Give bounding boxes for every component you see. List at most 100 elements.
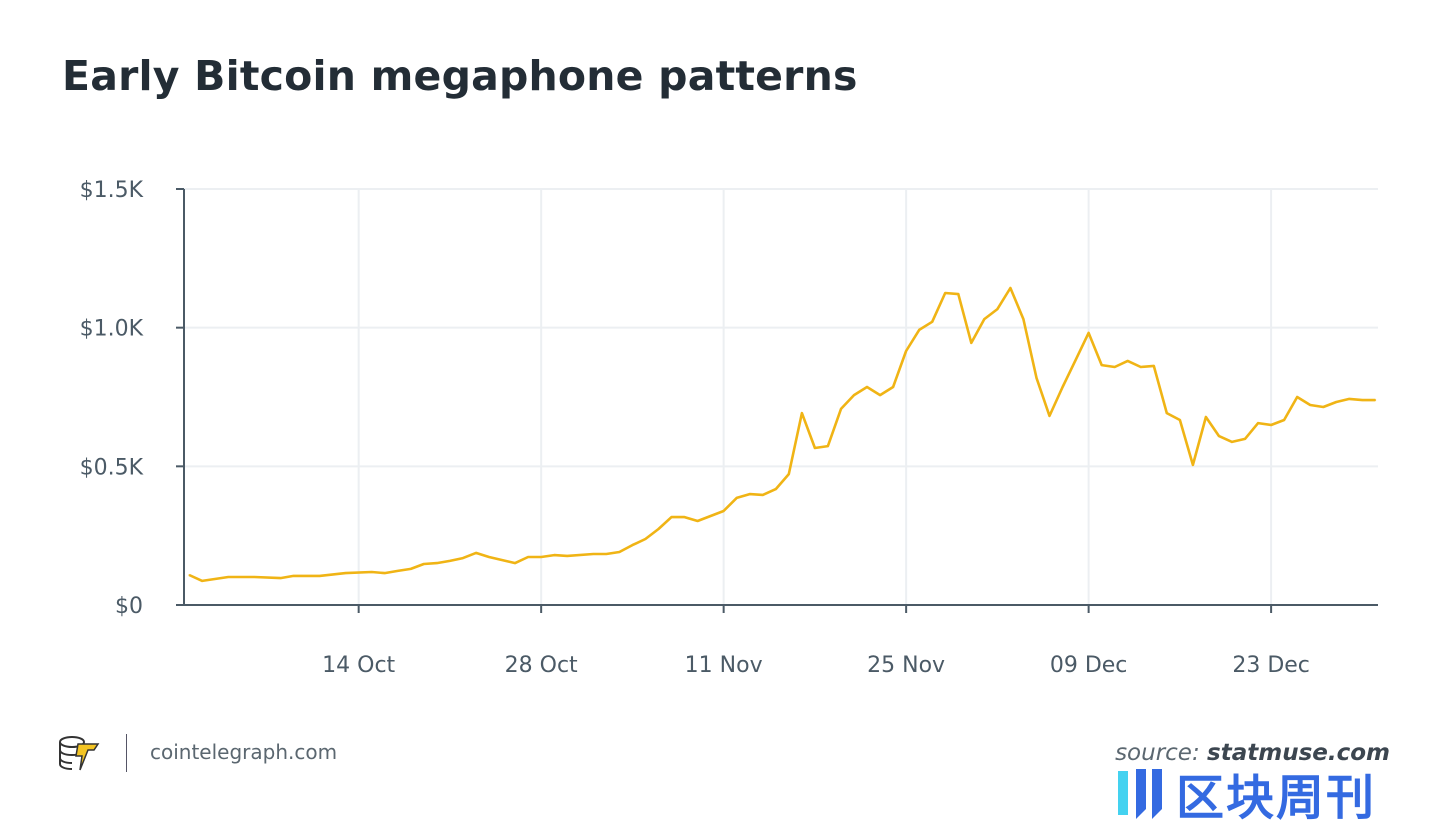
data-point [1166,412,1168,414]
y-tick-label: $0.5K [80,455,144,480]
data-point [840,408,842,410]
data-point [1231,441,1233,443]
data-point [696,520,699,522]
data-point [527,556,529,558]
x-tick-label: 25 Nov [867,653,945,678]
data-point [631,544,634,546]
footer-divider [126,734,127,772]
data-point [1361,399,1364,401]
data-point [566,555,569,557]
data-point [748,493,751,495]
data-point [227,576,230,578]
source-name: statmuse.com [1207,740,1390,766]
y-tick-label: $1.0K [80,317,144,342]
data-point [709,515,712,517]
data-point [540,556,542,558]
data-point [475,552,477,554]
data-point [1152,365,1155,367]
data-point [618,551,621,553]
data-point [788,473,790,475]
data-point [253,576,256,578]
data-point [944,292,947,294]
cointelegraph-logo-icon [58,734,104,779]
data-point [1009,287,1012,289]
data-point [1139,366,1142,368]
data-point [1074,359,1077,361]
data-point [774,488,777,490]
data-point [344,572,347,574]
x-tick-label: 11 Nov [685,653,763,678]
data-point [292,575,295,577]
data-point [918,329,920,331]
gridlines [184,188,1378,605]
x-tick-label: 23 Dec [1232,653,1310,678]
data-point [1218,435,1220,437]
data-point [853,394,855,396]
y-tick-label: $1.5K [80,178,144,203]
data-point [188,574,191,576]
data-point [957,293,960,295]
data-point [423,563,425,565]
data-point [761,494,764,496]
data-point [1087,332,1090,334]
axes [176,188,1378,613]
data-point [1283,419,1285,421]
price-line [188,286,1376,583]
data-point [905,350,907,352]
series [188,286,1377,583]
chart-title: Early Bitcoin megaphone patterns [62,52,858,100]
data-point [931,321,934,323]
x-tick-label: 09 Dec [1050,653,1128,678]
x-tick-label: 28 Oct [505,653,578,678]
data-point [996,308,999,310]
data-point [866,386,868,388]
data-point [553,554,555,556]
data-point [644,538,647,540]
data-point [983,318,986,320]
data-point [1179,419,1181,421]
data-point [279,577,282,579]
data-point [657,528,660,530]
data-point [396,570,399,572]
data-point [1100,364,1103,366]
data-point [1113,366,1116,368]
data-point [605,553,608,555]
tick-labels: $0 $0.5K $1.0K $1.5K 14 Oct 28 Oct 11 Nov 25 No… [80,178,1310,678]
data-point [1322,406,1325,408]
data-point [722,510,725,512]
data-point [1205,416,1207,418]
data-point [1022,318,1025,320]
data-point [1035,377,1038,379]
data-point [410,568,412,570]
data-point [370,571,373,573]
data-point [683,516,686,518]
data-point [514,562,516,564]
data-point [449,560,451,562]
data-point [1126,360,1129,362]
data-point [1335,401,1338,403]
data-point [827,445,829,447]
source-credit: source: statmuse.com [1115,740,1390,766]
data-point [879,394,881,396]
data-point [814,447,816,449]
data-point [670,516,673,518]
data-point [1048,415,1051,417]
watermark: 区块周刊 [1112,758,1376,828]
y-tick-label: $0 [115,594,143,619]
data-point [735,497,738,499]
data-point [592,553,595,555]
source-prefix: source: [1115,740,1200,766]
data-point [1348,398,1351,400]
data-point [1270,424,1272,426]
data-point [318,575,321,577]
watermark-logo-icon [1118,769,1162,819]
data-point [1257,422,1259,424]
x-tick-label: 14 Oct [322,653,395,678]
data-point [436,562,438,564]
data-point [201,580,204,582]
data-point [970,342,973,344]
data-point [1374,399,1377,401]
data-point [383,572,386,574]
data-point [801,412,803,414]
